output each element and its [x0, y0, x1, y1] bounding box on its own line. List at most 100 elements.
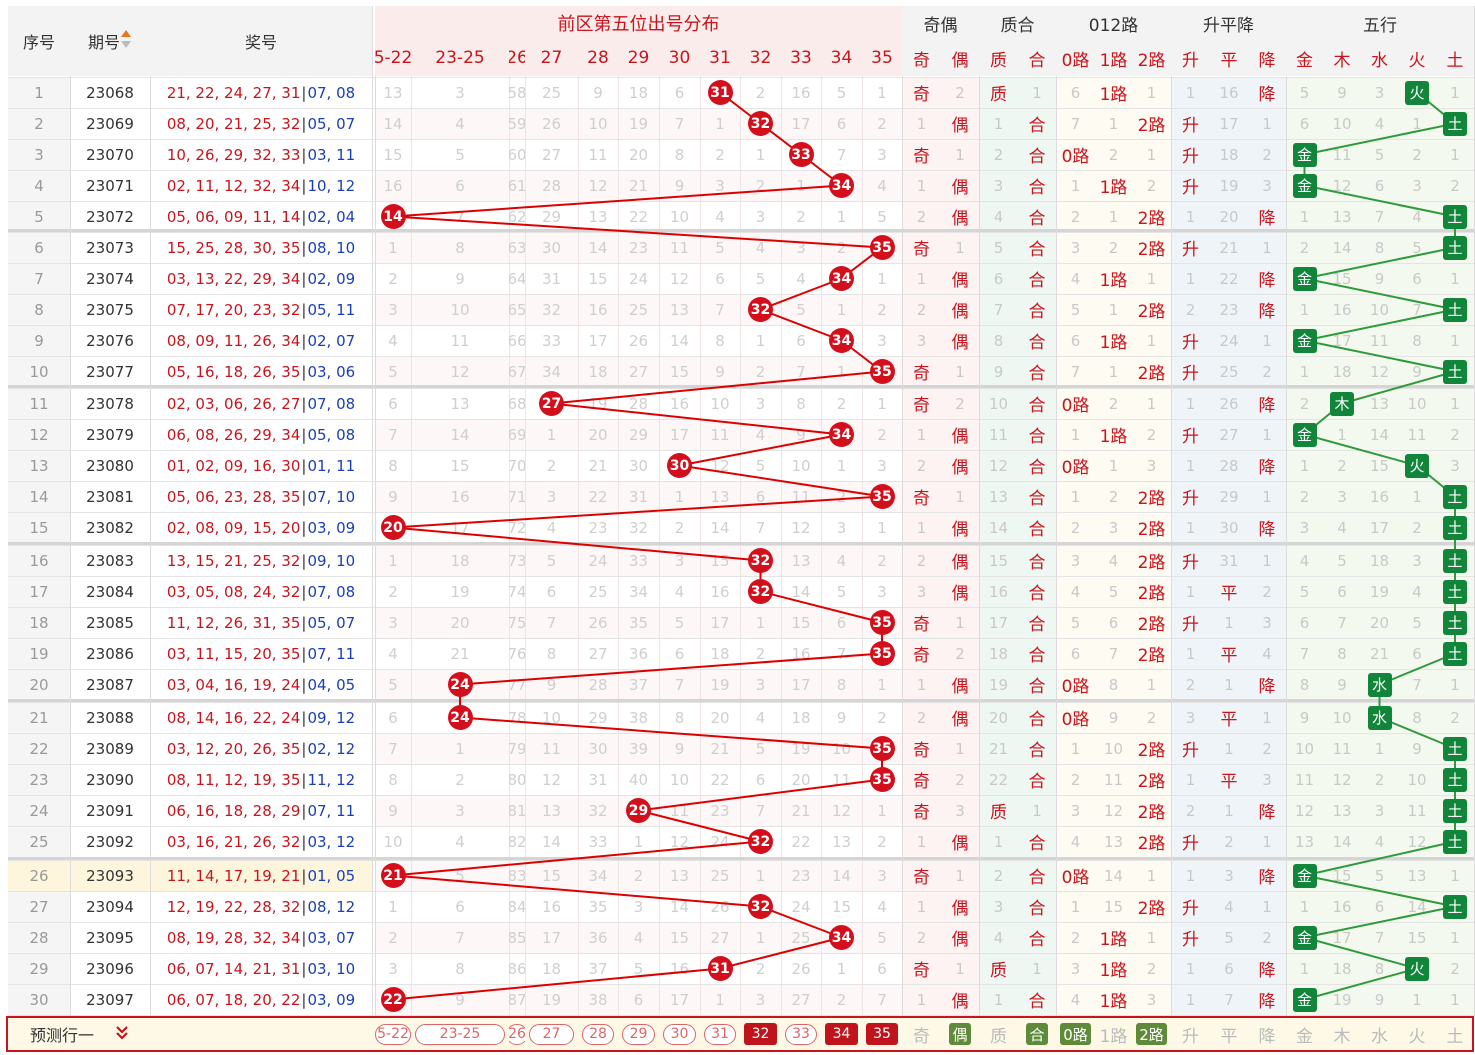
header-sub-mod[interactable]: 1路: [1095, 40, 1132, 76]
prediction-parity-cell[interactable]: 偶: [941, 1018, 979, 1050]
prediction-dist-cell[interactable]: 28: [578, 1018, 618, 1050]
prime-cell: 合: [1028, 364, 1046, 384]
trend-cell: 1: [1262, 551, 1272, 570]
prediction-pill[interactable]: 29: [622, 1023, 655, 1045]
prime-cell: 质: [990, 85, 1007, 105]
header-sub-element[interactable]: 火: [1398, 40, 1436, 76]
sort-icon[interactable]: [120, 29, 132, 53]
idx-bg: [8, 139, 70, 170]
prediction-mod-cell[interactable]: 2路: [1132, 1018, 1171, 1050]
header-sub-element[interactable]: 水: [1361, 40, 1398, 76]
prediction-pill[interactable]: 32: [744, 1023, 777, 1045]
header-sub-mod[interactable]: 2路: [1132, 40, 1171, 76]
header-dist-col[interactable]: 27: [525, 40, 578, 76]
header-dist-col[interactable]: 26: [509, 40, 525, 76]
header-sub-element[interactable]: 木: [1323, 40, 1361, 76]
prediction-pill[interactable]: 34: [825, 1023, 858, 1045]
prediction-dist-cell[interactable]: 35: [862, 1018, 902, 1050]
prediction-element-cell[interactable]: 金: [1296, 1026, 1313, 1047]
header-dist-col[interactable]: 30: [659, 40, 700, 76]
prediction-element-cell[interactable]: 水: [1371, 1026, 1388, 1047]
header-dist-col[interactable]: 32: [740, 40, 781, 76]
prediction-mod-cell[interactable]: 1路: [1099, 1026, 1128, 1047]
prediction-pill[interactable]: 33: [785, 1023, 817, 1045]
prediction-pill[interactable]: 31: [704, 1023, 736, 1045]
prediction-dist-cell[interactable]: 23-25: [411, 1018, 509, 1050]
element-cell: 18: [1332, 362, 1352, 381]
prediction-pill[interactable]: 30: [663, 1023, 696, 1045]
header-sub-trend[interactable]: 降: [1248, 40, 1286, 76]
prediction-dist-cell[interactable]: 30: [659, 1018, 700, 1050]
row-seq: 7: [34, 269, 44, 288]
header-dist-col[interactable]: 35: [862, 40, 902, 76]
prediction-trend-cell[interactable]: 降: [1258, 1026, 1276, 1047]
prediction-mod-cell[interactable]: 0路: [1056, 1018, 1095, 1050]
header-sub-prime[interactable]: 质: [979, 40, 1018, 76]
header-sub-parity[interactable]: 奇: [902, 40, 941, 76]
header-sub-element[interactable]: 金: [1286, 40, 1323, 76]
prediction-pill[interactable]: 26: [509, 1023, 525, 1045]
issue-bg: [70, 325, 150, 356]
back-numbers: 05, 08: [307, 425, 356, 444]
header-sub-element[interactable]: 土: [1436, 40, 1474, 76]
issue-bg: [70, 922, 150, 953]
prediction-prime-cell[interactable]: 质: [990, 1026, 1007, 1047]
prediction-pill[interactable]: 5-22: [375, 1023, 411, 1045]
header-dist-col[interactable]: 23-25: [411, 40, 509, 76]
element-cell: 1: [1450, 331, 1460, 350]
prediction-pill[interactable]: 合: [1026, 1023, 1048, 1045]
miss-count: 12: [669, 832, 690, 851]
miss-count: 2: [877, 708, 887, 727]
header-sub-trend[interactable]: 升: [1171, 40, 1210, 76]
prediction-parity-cell[interactable]: 奇: [913, 1026, 930, 1047]
prediction-dist-cell[interactable]: 5-22: [375, 1018, 411, 1050]
issue-bg: [70, 232, 150, 263]
prediction-dist-cell[interactable]: 33: [781, 1018, 821, 1050]
miss-count: 25: [628, 300, 649, 319]
header-sub-prime[interactable]: 合: [1018, 40, 1056, 76]
prediction-dist-cell[interactable]: 31: [700, 1018, 740, 1050]
miss-count: 29: [541, 207, 562, 226]
prediction-pill[interactable]: 27: [529, 1023, 574, 1045]
header-dist-col[interactable]: 29: [618, 40, 659, 76]
miss-count: 15: [831, 897, 852, 916]
prediction-pill[interactable]: 0路: [1060, 1023, 1091, 1045]
header-dist-col[interactable]: 28: [578, 40, 618, 76]
prediction-pill[interactable]: 35: [866, 1023, 898, 1045]
prediction-element-cell[interactable]: 木: [1333, 1026, 1351, 1047]
prediction-dist-cell[interactable]: 29: [618, 1018, 659, 1050]
miss-count: 64: [509, 269, 525, 288]
parity-bg: [902, 481, 979, 512]
prediction-element-cell[interactable]: 火: [1408, 1026, 1426, 1047]
prediction-dist-cell[interactable]: 26: [509, 1018, 525, 1050]
prediction-pill[interactable]: 28: [582, 1023, 614, 1045]
prediction-pill[interactable]: 23-25: [415, 1023, 505, 1045]
header-sub-trend[interactable]: 平: [1210, 40, 1248, 76]
header-dist-col[interactable]: 31: [700, 40, 740, 76]
header-dist-col[interactable]: 5-22: [375, 40, 411, 76]
header-dist-col[interactable]: 33: [781, 40, 821, 76]
header-group: 质合: [979, 6, 1056, 40]
header-sub-parity[interactable]: 偶: [941, 40, 979, 76]
row-numbers: 08, 14, 16, 22, 24 | 09, 12: [150, 702, 372, 733]
prediction-trend-cell[interactable]: 平: [1220, 1026, 1238, 1047]
trend-cell: 3: [1262, 176, 1272, 195]
prediction-pill[interactable]: 偶: [949, 1023, 971, 1045]
prediction-pill[interactable]: 2路: [1136, 1023, 1167, 1045]
prediction-trend-cell[interactable]: 升: [1182, 1026, 1199, 1047]
mod-cell: 2路: [1137, 646, 1166, 666]
miss-count: 8: [796, 394, 806, 413]
miss-count: 16: [669, 959, 690, 978]
element-cell: 18: [1369, 551, 1390, 570]
prediction-element-cell[interactable]: 土: [1446, 1026, 1464, 1047]
chevron-down-icon[interactable]: [116, 1025, 128, 1044]
prediction-prime-cell[interactable]: 合: [1018, 1018, 1056, 1050]
header-issue[interactable]: 期号: [70, 6, 150, 76]
prediction-dist-cell[interactable]: 27: [525, 1018, 578, 1050]
row-numbers: 07, 17, 20, 23, 32 | 05, 11: [150, 294, 372, 325]
prediction-dist-cell[interactable]: 34: [821, 1018, 862, 1050]
prediction-label[interactable]: 预测行一: [8, 1018, 150, 1050]
header-dist-col[interactable]: 34: [821, 40, 862, 76]
header-sub-mod[interactable]: 0路: [1056, 40, 1095, 76]
prediction-dist-cell[interactable]: 32: [740, 1018, 781, 1050]
